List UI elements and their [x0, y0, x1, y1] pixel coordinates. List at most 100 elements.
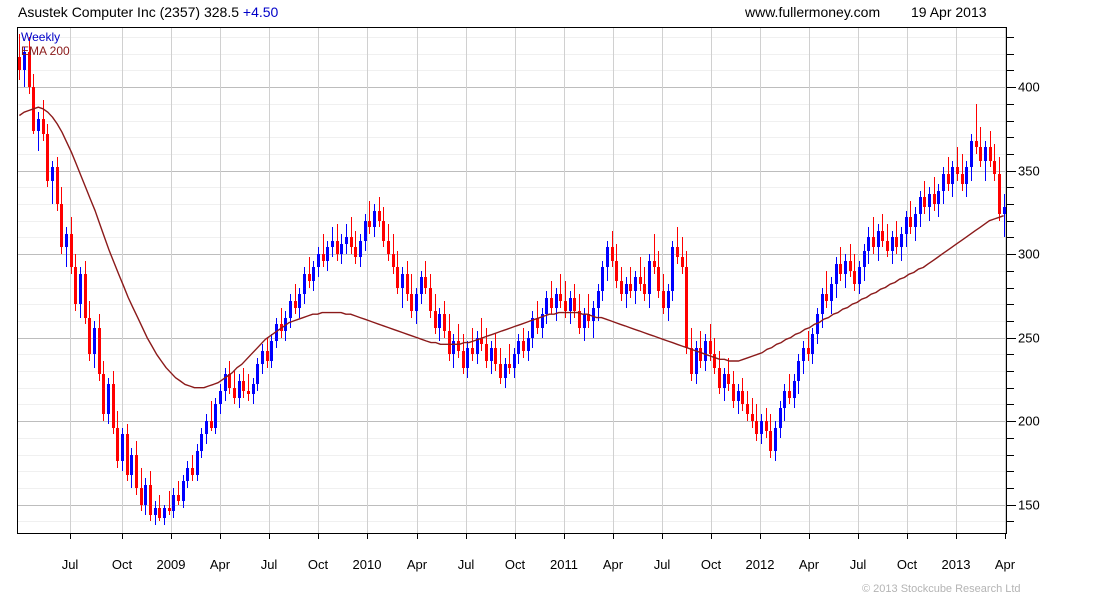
gridline-minor: [17, 104, 1006, 105]
legend-interval: Weekly: [21, 30, 61, 44]
candle-body: [88, 317, 91, 355]
gridline-vertical: [122, 27, 123, 533]
gridline-major: [17, 87, 1006, 88]
candle-body: [23, 52, 26, 71]
time-axis-tick: [122, 534, 123, 539]
candle-body: [434, 310, 437, 328]
price-axis-tick: [1007, 488, 1014, 489]
candle-body: [37, 118, 40, 131]
time-axis-label: Apr: [994, 557, 1016, 572]
candle-body: [74, 267, 77, 305]
gridline-minor: [17, 438, 1006, 439]
candle-body: [415, 294, 418, 311]
candle-body: [266, 350, 269, 361]
candle-body: [643, 284, 646, 295]
candle-body: [774, 427, 777, 452]
time-axis-tick: [662, 534, 663, 539]
price-axis-tick: [1007, 187, 1014, 188]
time-axis-label: 2011: [550, 557, 578, 572]
candle-wick: [957, 147, 958, 181]
candle-body: [713, 354, 716, 368]
candle-body: [723, 374, 726, 388]
candle-body: [149, 484, 152, 515]
time-axis-label: Apr: [798, 557, 820, 572]
candle-body: [270, 340, 273, 361]
candle-wick: [169, 491, 170, 515]
candle-body: [42, 118, 45, 134]
gridline-minor: [17, 521, 1006, 522]
gridline-vertical: [220, 27, 221, 533]
time-axis-tick: [417, 534, 418, 539]
gridline-vertical: [515, 27, 516, 533]
gridline-major: [17, 505, 1006, 506]
candle-body: [592, 307, 595, 321]
gridline-vertical: [269, 27, 270, 533]
candle-wick: [640, 257, 641, 291]
time-axis-label: Jul: [61, 557, 79, 572]
candle-body: [671, 247, 674, 291]
candle-body: [905, 217, 908, 235]
chart-plot-area[interactable]: Weekly EMA 200: [17, 27, 1006, 533]
time-axis-tick: [809, 534, 810, 539]
candle-body: [928, 193, 931, 208]
candle-body: [28, 52, 31, 88]
gridline-major: [17, 254, 1006, 255]
candle-body: [256, 364, 259, 385]
candle-body: [825, 294, 828, 301]
candle-body: [867, 237, 870, 251]
candle-wick: [458, 324, 459, 358]
candle-wick: [281, 307, 282, 338]
gridline-minor: [17, 154, 1006, 155]
candle-wick: [38, 112, 39, 151]
candle-body: [853, 270, 856, 285]
plot-border-top: [17, 27, 1007, 28]
candle-body: [802, 347, 805, 361]
candle-body: [536, 317, 539, 328]
time-axis-tick: [858, 534, 859, 539]
candle-wick: [52, 160, 53, 204]
gridline-vertical: [564, 27, 565, 533]
candle-body: [60, 204, 63, 248]
time-axis-label: Oct: [111, 557, 133, 572]
candle-body: [993, 160, 996, 174]
time-axis-tick: [1005, 534, 1006, 539]
candle-body: [410, 294, 413, 311]
candle-body: [517, 340, 520, 355]
candle-body: [312, 267, 315, 281]
gridline-vertical: [1005, 27, 1006, 533]
candle-body: [224, 374, 227, 392]
legend-ema-200: EMA 200: [21, 44, 70, 58]
time-axis-tick: [466, 534, 467, 539]
price-axis-label: 300: [1018, 246, 1040, 262]
candle-body: [877, 230, 880, 248]
candle-body: [937, 190, 940, 205]
candle-body: [172, 494, 175, 512]
candle-body: [634, 277, 637, 291]
gridline-vertical: [171, 27, 172, 533]
gridline-vertical: [367, 27, 368, 533]
time-axis-tick: [70, 534, 71, 539]
candle-body: [965, 167, 968, 184]
candle-body: [308, 274, 311, 281]
candle-wick: [826, 270, 827, 308]
candle-body: [485, 344, 488, 361]
candle-body: [779, 407, 782, 428]
candle-wick: [509, 344, 510, 375]
candle-body: [56, 167, 59, 204]
candle-wick: [66, 227, 67, 268]
candle-body: [326, 247, 329, 261]
price-axis-label: 200: [1018, 413, 1040, 429]
candle-wick: [295, 284, 296, 315]
time-axis-label: Oct: [896, 557, 918, 572]
candle-body: [709, 340, 712, 355]
candle-body: [765, 421, 768, 432]
candle-body: [564, 300, 567, 311]
candle-body: [466, 347, 469, 368]
candle-body: [112, 384, 115, 428]
candle-body: [695, 347, 698, 375]
candle-body: [345, 237, 348, 245]
time-axis-tick: [760, 534, 761, 539]
price-axis-tick: [1007, 438, 1014, 439]
candle-body: [331, 240, 334, 248]
